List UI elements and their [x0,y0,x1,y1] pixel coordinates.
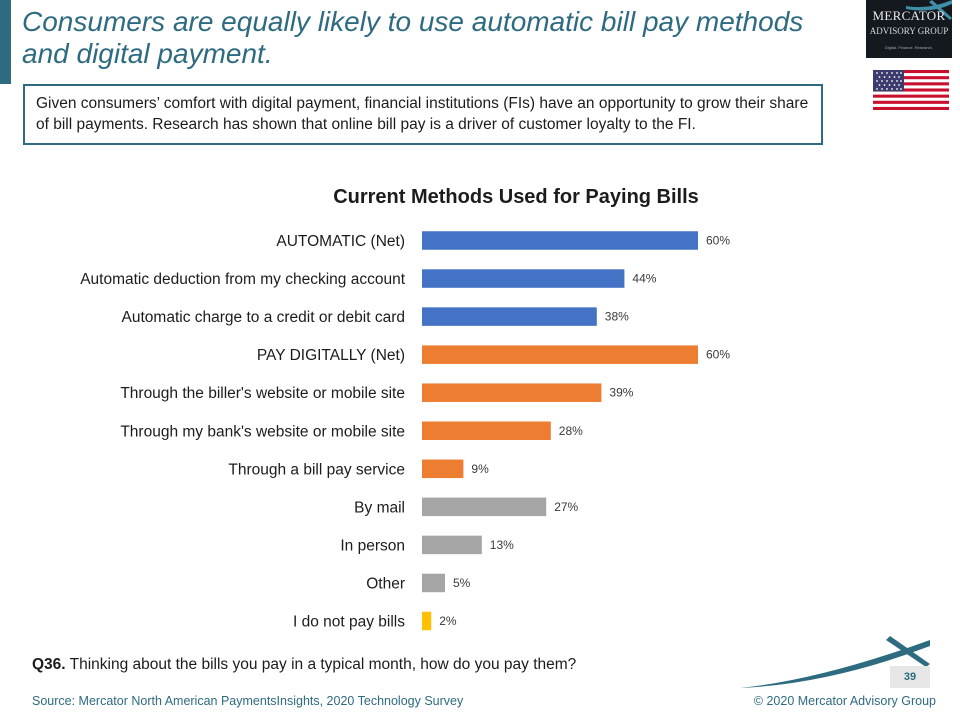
category-label-through-a-bill-pay-service: Through a bill pay service [228,461,405,478]
category-label-pay-digitally-net: PAY DIGITALLY (Net) [257,347,405,364]
intro-text-box: Given consumers’ comfort with digital pa… [23,84,823,145]
logo-tagline: Digital. Finance. Research. [884,45,934,50]
bar-automatic-net [422,231,698,250]
bar-other [422,573,445,593]
bar-through-a-bill-pay-service [422,459,464,479]
category-label-automatic-net: AUTOMATIC (Net) [276,233,405,250]
mercator-logo: Mercator Advisory Group Digital. Finance… [866,0,952,58]
logo-swoosh-icon [906,0,952,20]
page-number: 39 [890,666,930,688]
logo-subtitle: Advisory Group [869,26,949,36]
value-label-automatic-charge-to-a-credit-or-debit-card: 38% [605,310,629,324]
title-accent-bar [0,0,11,84]
category-label-automatic-deduction-from-my-checking-account: Automatic deduction from my checking acc… [80,271,405,288]
category-label-in-person: In person [340,537,405,554]
us-flag-icon [873,70,949,110]
bar-in-person [422,535,482,555]
logo-name: Mercator [872,8,946,23]
category-label-through-my-bank-s-website-or-mobile-site: Through my bank's website or mobile site [120,423,405,440]
question-number: Q36. [32,656,66,673]
category-label-automatic-charge-to-a-credit-or-debit-card: Automatic charge to a credit or debit ca… [122,309,405,326]
source-note: Source: Mercator North American Payments… [32,694,464,708]
survey-question: Q36. Thinking about the bills you pay in… [32,656,576,674]
bar-through-my-bank-s-website-or-mobile-site [422,421,551,440]
bar-automatic-deduction-from-my-checking-account [422,269,625,288]
value-label-automatic-deduction-from-my-checking-account: 44% [632,272,656,286]
chart-title: Current Methods Used for Paying Bills [333,186,699,208]
slide-title-line-2: and digital payment. [22,38,273,69]
value-label-pay-digitally-net: 60% [706,348,730,362]
value-label-through-the-biller-s-website-or-mobile-site: 39% [609,386,633,400]
bar-through-the-biller-s-website-or-mobile-site [422,383,602,402]
bar-i-do-not-pay-bills [422,611,432,631]
value-label-through-a-bill-pay-service: 9% [471,462,489,476]
footer-swoosh-icon [740,636,930,688]
category-label-through-the-biller-s-website-or-mobile-site: Through the biller's website or mobile s… [120,385,405,402]
category-label-i-do-not-pay-bills: I do not pay bills [293,614,405,631]
value-label-automatic-net: 60% [706,234,730,248]
value-label-through-my-bank-s-website-or-mobile-site: 28% [559,424,583,438]
bar-automatic-charge-to-a-credit-or-debit-card [422,307,597,326]
slide-title-line-1: Consumers are equally likely to use auto… [22,6,804,37]
value-label-other: 5% [453,576,471,590]
slide-title: Consumers are equally likely to use auto… [22,6,852,70]
question-text: Thinking about the bills you pay in a ty… [65,656,577,673]
bar-pay-digitally-net [422,345,698,364]
copyright-note: © 2020 Mercator Advisory Group [753,694,936,708]
value-label-i-do-not-pay-bills: 2% [439,614,457,628]
bar-by-mail [422,497,547,517]
value-label-in-person: 13% [490,538,514,552]
value-label-by-mail: 27% [554,500,578,514]
category-label-other: Other [366,575,405,592]
category-label-by-mail: By mail [354,499,405,516]
